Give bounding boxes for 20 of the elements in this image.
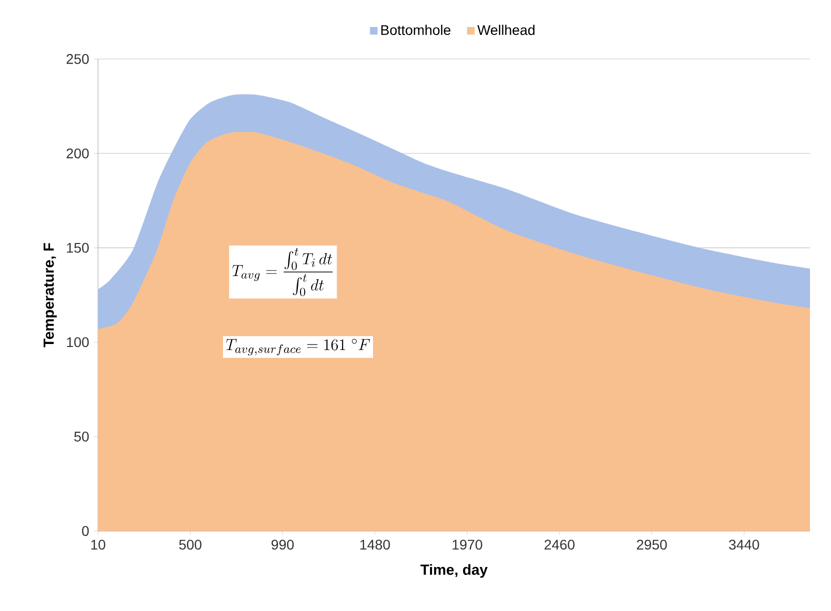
legend-label: Wellhead [477,24,534,36]
legend-label: Bottomhole [381,24,450,36]
x-tick-label: 1970 [452,540,482,550]
x-tick-label: 2950 [636,540,667,550]
y-tick-label: 200 [66,148,89,158]
y-tick-label: 0 [82,526,89,536]
x-tick-label: 500 [179,540,202,550]
y-tick-label: 250 [66,54,89,64]
x-tick-label: 1480 [360,540,390,550]
x-tick-label: 3440 [729,540,760,550]
y-tick-label: 50 [74,432,89,442]
x-tick-label: 2460 [544,540,575,550]
annotation: $T_{avg}=\frac{\int_0^t T_i\,dt}{\int_0^t dt}$ [232,248,333,296]
annotation: $T_{avg,surface}=161\ {}^{\circ}F$ [226,338,370,356]
x-tick-label: 10 [91,540,106,550]
x-tick-label: 990 [272,540,294,550]
y-axis-title: Temperature, F [44,243,57,348]
y-tick-label: 150 [67,242,89,253]
y-tick-label: 100 [67,337,89,348]
x-axis-title: Time, day [420,564,488,578]
